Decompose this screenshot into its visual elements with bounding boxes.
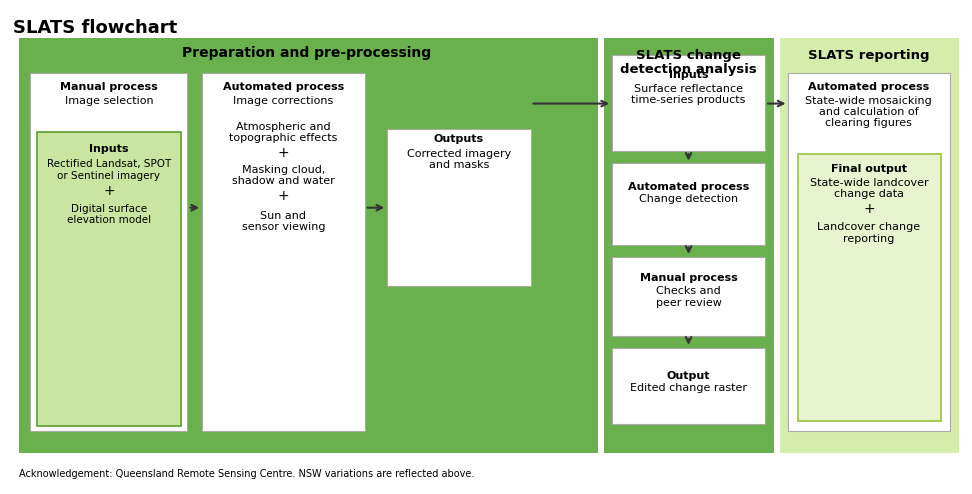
Bar: [612, 164, 765, 245]
Bar: [612, 257, 765, 336]
Text: Output: Output: [667, 370, 711, 381]
Bar: [788, 73, 951, 431]
Text: +: +: [278, 146, 290, 160]
Text: Corrected imagery: Corrected imagery: [406, 149, 511, 159]
Text: Acknowledgement: Queensland Remote Sensing Centre. NSW variations are reflected : Acknowledgement: Queensland Remote Sensi…: [18, 469, 474, 479]
Text: SLATS change: SLATS change: [636, 49, 741, 62]
Bar: [202, 73, 364, 431]
Text: and calculation of: and calculation of: [819, 107, 919, 117]
Text: Sun and: Sun and: [260, 210, 306, 220]
Text: Manual process: Manual process: [640, 274, 738, 284]
Text: Final output: Final output: [831, 165, 907, 174]
Bar: [37, 131, 181, 426]
Text: or Sentinel imagery: or Sentinel imagery: [57, 171, 160, 181]
Text: +: +: [863, 202, 875, 216]
Bar: [612, 348, 765, 424]
Text: Preparation and pre-processing: Preparation and pre-processing: [182, 46, 432, 60]
Text: Inputs: Inputs: [89, 144, 128, 154]
Text: +: +: [103, 183, 115, 198]
Bar: [605, 38, 774, 453]
Text: Edited change raster: Edited change raster: [630, 383, 747, 394]
Text: topographic effects: topographic effects: [229, 133, 337, 143]
Text: Landcover change: Landcover change: [817, 222, 920, 232]
Text: SLATS flowchart: SLATS flowchart: [13, 19, 177, 37]
Bar: [780, 38, 959, 453]
Bar: [18, 38, 599, 453]
Text: and masks: and masks: [429, 160, 489, 170]
Text: Atmospheric and: Atmospheric and: [236, 122, 330, 131]
Text: Outputs: Outputs: [434, 134, 484, 144]
Text: State-wide mosaicking: State-wide mosaicking: [806, 96, 932, 106]
Text: Surface reflectance: Surface reflectance: [634, 84, 743, 94]
Text: Masking cloud,: Masking cloud,: [242, 165, 325, 175]
Bar: [798, 154, 941, 421]
Bar: [612, 55, 765, 151]
Text: change data: change data: [834, 189, 904, 200]
Text: Checks and: Checks and: [656, 286, 721, 296]
Text: SLATS reporting: SLATS reporting: [808, 49, 929, 62]
Text: reporting: reporting: [843, 234, 894, 244]
Text: State-wide landcover: State-wide landcover: [810, 178, 928, 188]
Bar: [30, 73, 188, 431]
Text: detection analysis: detection analysis: [620, 63, 757, 76]
Text: Image selection: Image selection: [65, 96, 154, 106]
Text: Digital surface: Digital surface: [71, 204, 147, 214]
Bar: [387, 129, 531, 287]
Text: Image corrections: Image corrections: [233, 96, 333, 106]
Text: sensor viewing: sensor viewing: [242, 222, 326, 232]
Text: Automated process: Automated process: [808, 82, 929, 92]
Text: +: +: [278, 189, 290, 203]
Text: time-series products: time-series products: [632, 95, 746, 105]
Text: Automated process: Automated process: [223, 82, 344, 92]
Text: Inputs: Inputs: [669, 70, 709, 80]
Text: clearing figures: clearing figures: [825, 118, 913, 128]
Text: Rectified Landsat, SPOT: Rectified Landsat, SPOT: [47, 160, 171, 169]
Text: Automated process: Automated process: [628, 182, 749, 192]
Text: Change detection: Change detection: [639, 194, 738, 205]
Text: shadow and water: shadow and water: [232, 176, 334, 186]
Text: elevation model: elevation model: [67, 215, 151, 225]
Text: peer review: peer review: [656, 297, 721, 307]
Text: Manual process: Manual process: [60, 82, 157, 92]
